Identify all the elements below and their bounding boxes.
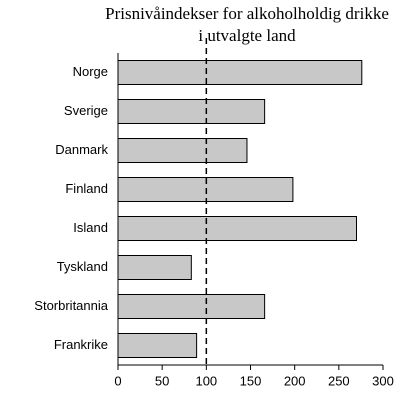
bar [117,60,363,85]
y-tick-label: Norge [73,64,108,79]
y-tick-label: Sverige [64,103,108,118]
y-tick-label: Finland [65,181,108,196]
bar [117,294,266,319]
x-tick-label: 300 [372,373,394,388]
chart-title: i utvalgte land [198,26,296,45]
chart-title: Prisnivåindekser for alkoholholdig drikk… [105,4,389,23]
bar [117,216,357,241]
x-tick-label: 0 [114,373,121,388]
bar [117,138,248,163]
y-tick-label: Danmark [55,142,108,157]
y-tick-label: Island [73,220,108,235]
bar [117,333,198,358]
x-tick-label: 100 [195,373,217,388]
x-tick-label: 50 [155,373,169,388]
bar [117,255,192,280]
x-tick-label: 150 [240,373,262,388]
y-tick-label: Frankrike [54,337,108,352]
bar [117,177,294,202]
y-tick-label: Tyskland [57,259,108,274]
x-tick-label: 250 [328,373,350,388]
x-tick-label: 200 [284,373,306,388]
bar [117,99,266,124]
y-tick-label: Storbritannia [34,298,108,313]
